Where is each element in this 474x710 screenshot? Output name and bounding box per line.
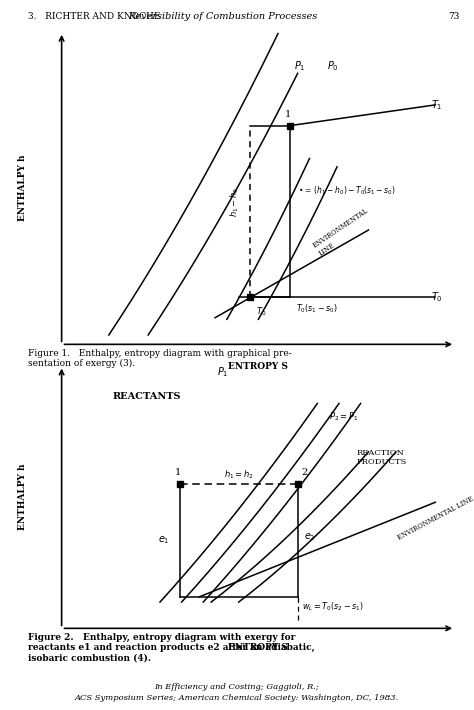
Text: In Efficiency and Costing; Gaggioli, R.;: In Efficiency and Costing; Gaggioli, R.; [155, 683, 319, 691]
Text: $P_0$: $P_0$ [327, 59, 339, 72]
Text: Reversibility of Combustion Processes: Reversibility of Combustion Processes [128, 12, 318, 21]
Text: Figure 2.   Enthalpy, entropy diagram with exergy for: Figure 2. Enthalpy, entropy diagram with… [28, 633, 296, 643]
Text: REACTION
PRODUCTS: REACTION PRODUCTS [356, 449, 407, 466]
Text: $P_1$: $P_1$ [217, 365, 228, 379]
Text: sentation of exergy (3).: sentation of exergy (3). [28, 359, 136, 368]
Text: 1: 1 [174, 469, 181, 477]
Text: ACS Symposium Series; American Chemical Society: Washington, DC, 1983.: ACS Symposium Series; American Chemical … [75, 694, 399, 702]
Text: ENTHALPY h: ENTHALPY h [18, 155, 27, 222]
Text: $T_0$: $T_0$ [431, 290, 443, 305]
Text: $P_1$: $P_1$ [294, 59, 305, 72]
Text: ENTROPY S: ENTROPY S [228, 643, 288, 652]
Text: $T_0$: $T_0$ [256, 305, 267, 318]
Text: ENTHALPY h: ENTHALPY h [18, 464, 27, 530]
Text: $T_0(s_1-s_0)$: $T_0(s_1-s_0)$ [296, 302, 337, 315]
Text: 3.   RICHTER AND KNOCHE: 3. RICHTER AND KNOCHE [28, 12, 161, 21]
Text: $e_2$: $e_2$ [303, 531, 315, 542]
Text: reactants e1 and reaction products e2 after an adiabatic,: reactants e1 and reaction products e2 af… [28, 643, 315, 652]
Text: • = $(h_1-h_0) - T_0(s_1-s_0)$: • = $(h_1-h_0) - T_0(s_1-s_0)$ [298, 184, 395, 197]
Text: 2: 2 [301, 469, 308, 477]
Text: $h_1-h_0$: $h_1-h_0$ [228, 187, 241, 217]
Text: Figure 1.   Enthalpy, entropy diagram with graphical pre-: Figure 1. Enthalpy, entropy diagram with… [28, 349, 292, 359]
Text: ENVIRONMENTAL
LINE: ENVIRONMENTAL LINE [311, 207, 375, 258]
Text: REACTANTS: REACTANTS [113, 392, 181, 401]
Text: isobaric combustion (4).: isobaric combustion (4). [28, 653, 152, 662]
Text: 1: 1 [285, 111, 291, 119]
Text: ENTROPY S: ENTROPY S [228, 361, 288, 371]
Text: $w_L = T_0(s_2-s_1)$: $w_L = T_0(s_2-s_1)$ [301, 601, 364, 613]
Text: 73: 73 [448, 12, 460, 21]
Text: ENVIRONMENTAL LINE: ENVIRONMENTAL LINE [396, 494, 474, 542]
Text: $P_2 = P_1$: $P_2 = P_1$ [329, 411, 359, 423]
Text: $T_1$: $T_1$ [431, 98, 443, 111]
Text: $e_1$: $e_1$ [158, 535, 170, 546]
Text: $h_1 = h_2$: $h_1 = h_2$ [224, 469, 254, 481]
